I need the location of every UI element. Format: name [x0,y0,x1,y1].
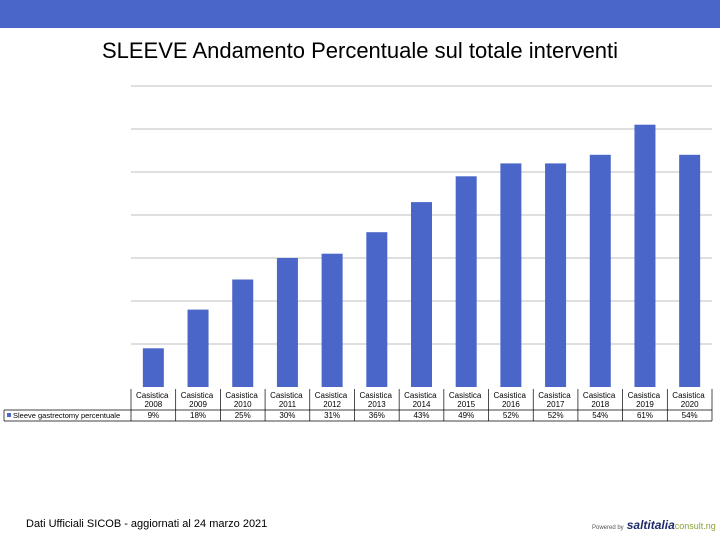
logo-brand: saltitalia [626,518,675,532]
footer-note: Dati Ufficiali SICOB - aggiornati al 24 … [26,518,268,530]
bar [411,202,432,387]
data-label: 18% [190,411,206,420]
category-tick-label: Casistica 2014 [404,391,439,409]
category-tick-label: Casistica 2018 [583,391,618,409]
bar [321,253,343,387]
bar [500,163,522,387]
bar [366,232,388,387]
category-tick-label: Casistica 2016 [494,391,529,409]
legend-key [7,413,11,417]
data-label: 49% [458,411,474,420]
data-label: 61% [637,411,653,420]
category-tick-label: Casistica 2015 [449,391,484,409]
data-label: 9% [148,411,160,420]
data-label: 52% [503,411,519,420]
logo-suffix: consult.ng [674,521,716,531]
bar [142,348,164,387]
legend-series-name: Sleeve gastrectomy percentuale [13,411,120,420]
data-label: 36% [369,411,385,420]
bar [634,124,656,387]
category-tick-label: Casistica 2010 [225,391,260,409]
category-tick-label: Casistica 2013 [359,391,394,409]
bar [679,154,701,387]
category-tick-label: Casistica 2019 [628,391,663,409]
top-color-bar [0,0,720,28]
category-tick-label: Casistica 2012 [315,391,350,409]
category-tick-label: Casistica 2020 [672,391,707,409]
data-label: 31% [324,411,340,420]
data-label: 54% [592,411,608,420]
bar [232,279,254,387]
data-label: 54% [682,411,698,420]
logo-prefix: Powered by [592,525,624,531]
bar [455,176,477,387]
brand-logo: Powered by saltitaliaconsult.ng [592,518,716,532]
category-tick-label: Casistica 2011 [270,391,305,409]
category-tick-label: Casistica 2008 [136,391,171,409]
data-label: 25% [235,411,251,420]
category-tick-label: Casistica 2009 [181,391,216,409]
category-tick-label: Casistica 2017 [538,391,573,409]
bar [545,163,567,387]
data-label: 30% [279,411,295,420]
data-label: 52% [548,411,564,420]
bar [589,154,611,387]
data-label: 43% [413,411,429,420]
bar [276,258,298,387]
bar [187,309,209,387]
page-title: SLEEVE Andamento Percentuale sul totale … [101,38,619,63]
